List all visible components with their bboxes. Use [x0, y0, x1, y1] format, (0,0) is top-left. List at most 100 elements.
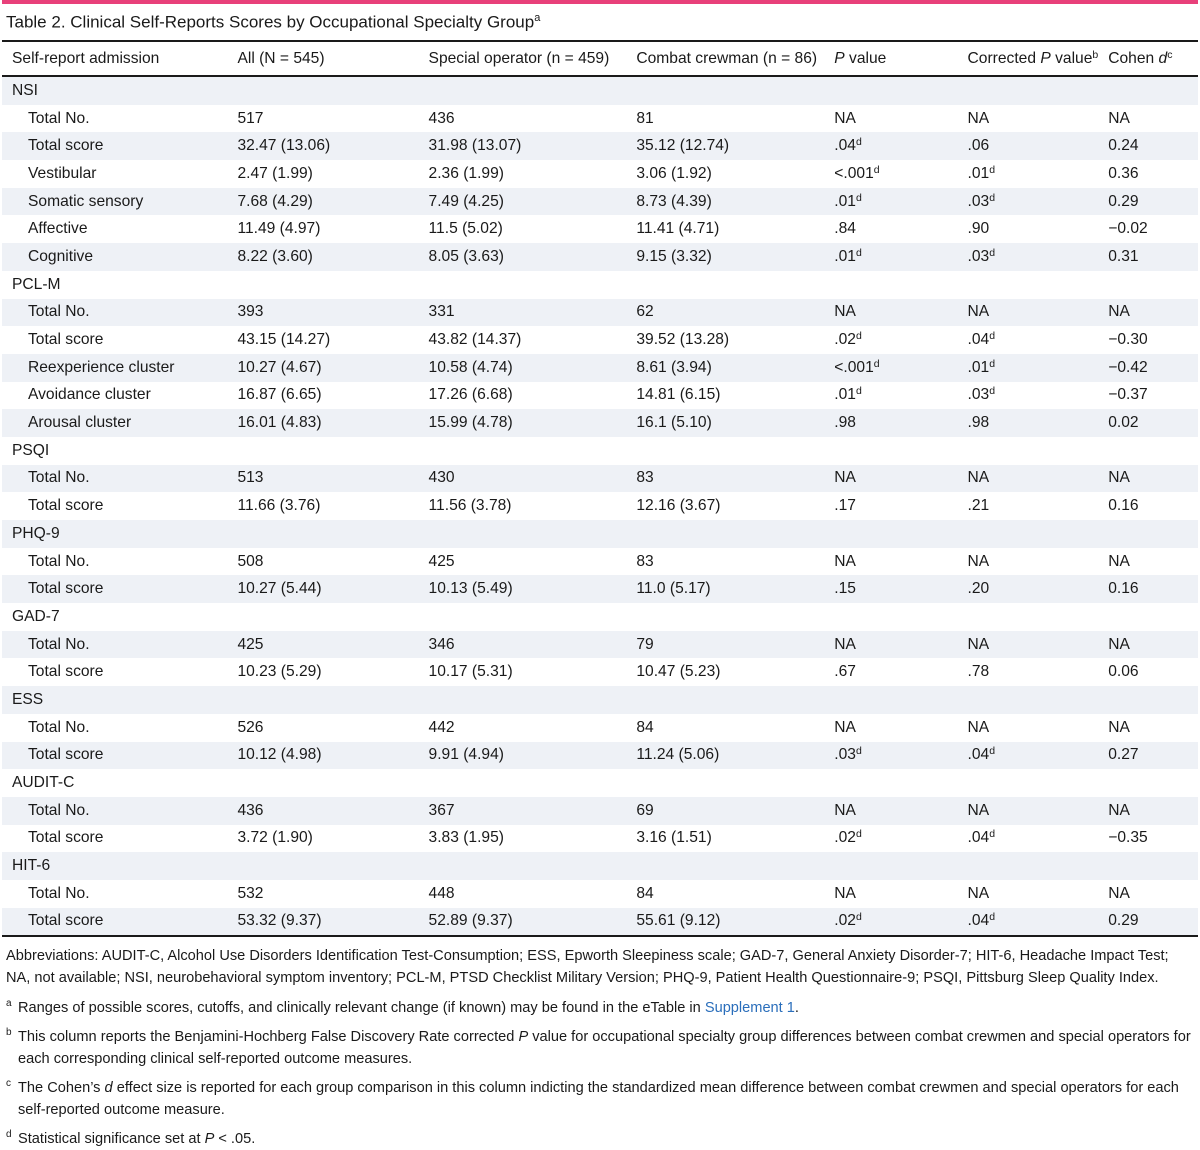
group-label: NSI [2, 76, 228, 105]
cell-all: 11.49 (4.97) [227, 215, 419, 244]
header-special-operator: Special operator (n = 459) [418, 42, 627, 77]
cell-corrected-p-value: .78 [957, 658, 1099, 687]
row-label: Cognitive [2, 243, 228, 271]
table-row: Vestibular 2.47 (1.99) 2.36 (1.99) 3.06 (1.… [2, 160, 1198, 188]
table-row: Total score 10.23 (5.29) 10.17 (5.31) 10.47… [2, 658, 1198, 687]
cell-p-value: NA [824, 879, 958, 908]
significance-marker: d [873, 163, 880, 176]
cell-special-operator: 52.89 (9.37) [418, 907, 627, 938]
group-label: PHQ-9 [2, 520, 228, 548]
cell-combat-crewman: 84 [626, 713, 825, 742]
table-row: Total score 3.72 (1.90) 3.83 (1.95) 3.16 (1… [2, 824, 1198, 853]
row-label: Arousal cluster [2, 409, 228, 437]
cell-cohen-d: 0.36 [1098, 160, 1198, 188]
cell-cohen-d: 0.29 [1098, 907, 1198, 938]
cell-corrected-p-value: .20 [957, 575, 1099, 604]
cell-cohen-d: −0.37 [1098, 381, 1198, 410]
cell-special-operator: 9.91 (4.94) [418, 741, 627, 770]
cell-p-value: .01d [824, 381, 958, 410]
cell-all: 43.15 (14.27) [227, 326, 419, 354]
group-label: GAD-7 [2, 603, 228, 631]
cell-special-operator: 8.05 (3.63) [418, 243, 627, 271]
cell-corrected-p-value: .04d [957, 824, 1099, 853]
group-row: ESS [2, 686, 1198, 714]
cell-corrected-p-value: .21 [957, 492, 1099, 520]
cell-p-value: .02d [824, 907, 958, 938]
cell-corrected-p-value: .03d [957, 381, 1099, 410]
cell-special-operator: 425 [418, 547, 627, 576]
cell-all: 53.32 (9.37) [227, 907, 419, 938]
cell-combat-crewman: 8.61 (3.94) [626, 353, 825, 382]
caption-footnote-marker: a [534, 12, 541, 24]
cell-corrected-p-value: NA [957, 464, 1099, 493]
cell-all: 10.27 (4.67) [227, 353, 419, 382]
cell-p-value: .01d [824, 187, 958, 216]
cell-cohen-d: 0.16 [1098, 492, 1198, 520]
cell-combat-crewman: 11.41 (4.71) [626, 215, 825, 244]
footnote-a-marker: a [6, 998, 12, 1010]
cell-corrected-p-value: NA [957, 630, 1099, 659]
cell-special-operator: 367 [418, 796, 627, 825]
cell-all: 8.22 (3.60) [227, 243, 419, 271]
cell-all: 10.27 (5.44) [227, 575, 419, 604]
group-row: PSQI [2, 436, 1198, 465]
header-combat-crewman: Combat crewman (n = 86) [626, 42, 825, 77]
row-label: Avoidance cluster [2, 381, 228, 410]
cell-corrected-p-value: NA [957, 879, 1099, 908]
cell-combat-crewman: 55.61 (9.12) [626, 907, 825, 938]
top-accent-rule [2, 0, 1198, 4]
cell-combat-crewman: 83 [626, 547, 825, 576]
cell-combat-crewman: 3.06 (1.92) [626, 160, 825, 188]
row-label: Total score [2, 824, 228, 853]
cell-cohen-d: −0.35 [1098, 824, 1198, 853]
cell-p-value: NA [824, 796, 958, 825]
row-label: Total score [2, 741, 228, 770]
cell-cohen-d: 0.06 [1098, 658, 1198, 687]
row-label: Total score [2, 132, 228, 161]
supplement-link[interactable]: Supplement 1 [704, 1000, 795, 1017]
cell-p-value: NA [824, 464, 958, 493]
header-self-report: Self-report admission [2, 42, 228, 77]
cell-p-value: NA [824, 298, 958, 327]
table-row: Total No. 393 331 62 NA NA NA [2, 298, 1198, 327]
cell-combat-crewman: 16.1 (5.10) [626, 409, 825, 437]
cell-cohen-d: NA [1098, 104, 1198, 133]
cell-all: 32.47 (13.06) [227, 132, 419, 161]
cell-cohen-d: NA [1098, 796, 1198, 825]
cell-corrected-p-value: .03d [957, 187, 1099, 216]
cell-all: 517 [227, 104, 419, 133]
table-row: Arousal cluster 16.01 (4.83) 15.99 (4.78) 1… [2, 409, 1198, 437]
cell-combat-crewman: 12.16 (3.67) [626, 492, 825, 520]
footnote-d-marker: d [6, 1129, 12, 1141]
cell-cohen-d: 0.29 [1098, 187, 1198, 216]
cell-special-operator: 11.5 (5.02) [418, 215, 627, 244]
significance-marker: d [989, 246, 996, 259]
row-label: Total No. [2, 104, 228, 133]
cell-combat-crewman: 11.24 (5.06) [626, 741, 825, 770]
cell-cohen-d: 0.16 [1098, 575, 1198, 604]
cell-combat-crewman: 9.15 (3.32) [626, 243, 825, 271]
cell-cohen-d: 0.27 [1098, 741, 1198, 770]
cell-cohen-d: −0.30 [1098, 326, 1198, 354]
cell-cohen-d: 0.24 [1098, 132, 1198, 161]
row-label: Affective [2, 215, 228, 244]
cell-special-operator: 3.83 (1.95) [418, 824, 627, 853]
cell-special-operator: 331 [418, 298, 627, 327]
significance-marker: d [989, 163, 996, 176]
row-label: Total No. [2, 630, 228, 659]
significance-marker: d [855, 745, 862, 758]
cell-corrected-p-value: NA [957, 547, 1099, 576]
cell-all: 508 [227, 547, 419, 576]
header-p-value: P value [824, 42, 958, 77]
cell-all: 11.66 (3.76) [227, 492, 419, 520]
row-label: Total No. [2, 713, 228, 742]
cell-special-operator: 2.36 (1.99) [418, 160, 627, 188]
cell-p-value: .15 [824, 575, 958, 604]
significance-marker: d [855, 385, 862, 398]
significance-marker: d [855, 246, 862, 259]
cell-combat-crewman: 14.81 (6.15) [626, 381, 825, 410]
cell-corrected-p-value: .04d [957, 326, 1099, 354]
cell-p-value: NA [824, 713, 958, 742]
cell-corrected-p-value: .04d [957, 907, 1099, 938]
cell-p-value: .02d [824, 326, 958, 354]
